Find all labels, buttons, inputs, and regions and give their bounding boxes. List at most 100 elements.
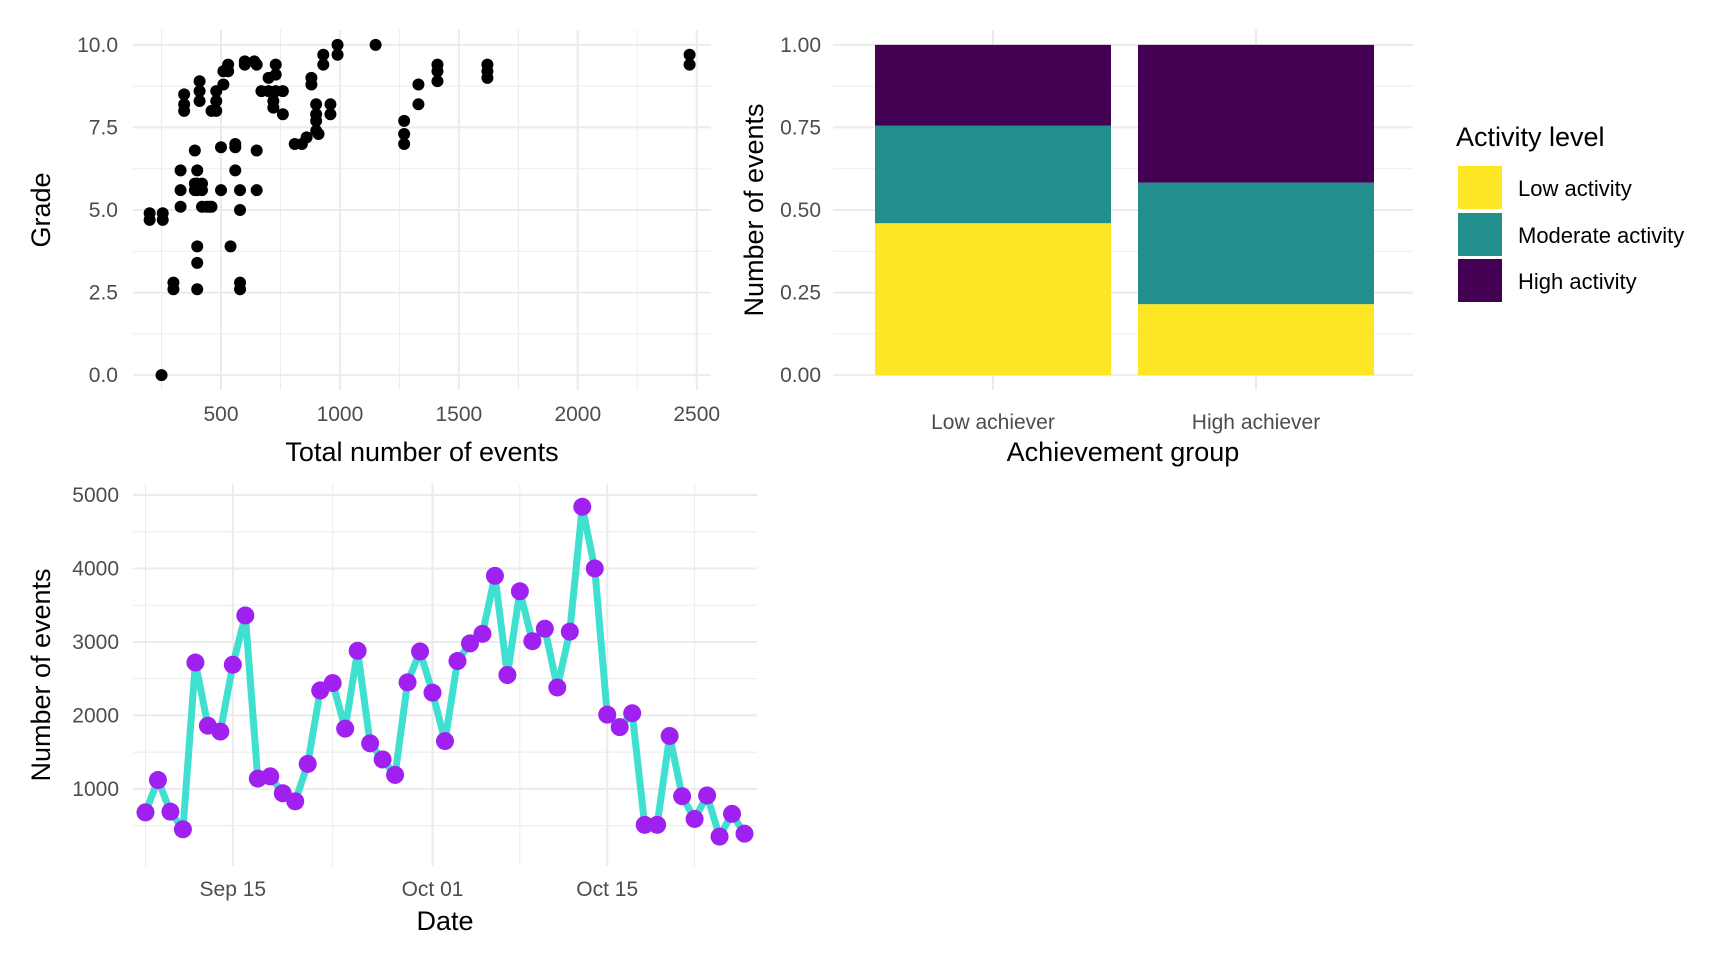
legend-label: High activity [1518, 269, 1637, 294]
data-point [267, 101, 280, 114]
y-tick-label: 5.0 [89, 199, 118, 222]
data-point [305, 78, 318, 91]
data-point [178, 104, 191, 117]
data-point [683, 48, 696, 61]
data-point [498, 666, 517, 684]
data-point [685, 809, 704, 828]
data-point [698, 786, 717, 805]
bar-segment [1138, 182, 1374, 305]
data-point [398, 137, 411, 150]
data-point [210, 95, 223, 108]
stacked-bar-panel: 0.00 0.25 0.50 0.75 1.00 Low achiever High ach… [739, 30, 1413, 467]
x-tick-label: Sep 15 [200, 878, 267, 901]
data-point [535, 619, 554, 638]
data-point [710, 827, 729, 846]
data-point [222, 65, 235, 78]
data-point [229, 164, 242, 177]
data-point [224, 240, 237, 253]
data-point [623, 704, 642, 723]
y-axis-title: Grade [26, 172, 56, 247]
line-panel: 1000 2000 3000 4000 5000 Sep 15 Oct 01 Oct 15 Da… [26, 484, 757, 936]
data-point [210, 104, 223, 117]
data-point [269, 58, 282, 71]
data-point [300, 131, 313, 144]
y-tick-label: 5000 [72, 484, 119, 507]
data-point [236, 606, 255, 625]
x-tick-label: 1000 [317, 403, 364, 426]
data-point [161, 802, 180, 821]
legend-label: Low activity [1518, 176, 1632, 201]
data-point [155, 369, 168, 382]
data-point [250, 58, 263, 71]
data-point [373, 750, 392, 769]
y-tick-label: 4000 [72, 557, 119, 580]
data-point [191, 283, 204, 296]
data-point [191, 256, 204, 269]
data-point [673, 787, 692, 806]
y-tick-label: 10.0 [77, 34, 118, 57]
y-axis-title: Number of events [739, 103, 769, 316]
data-point [174, 184, 187, 197]
y-tick-label: 1000 [72, 778, 119, 801]
data-point [173, 820, 192, 839]
x-tick-label: 500 [203, 403, 238, 426]
y-tick-label: 2000 [72, 704, 119, 727]
data-point [312, 128, 325, 141]
data-point [188, 144, 201, 157]
data-point [523, 632, 542, 651]
y-tick-label: 0.00 [780, 364, 821, 387]
legend: Activity level Low activity Moderate activ… [1456, 122, 1684, 302]
data-point [598, 705, 617, 724]
data-point [186, 653, 205, 672]
y-tick-label: 0.25 [780, 282, 821, 305]
x-tick-label: Low achiever [931, 411, 1055, 434]
data-point [436, 732, 454, 751]
bar-segment [875, 125, 1111, 224]
data-point [331, 48, 344, 61]
y-tick-label: 1.00 [780, 34, 821, 57]
data-point [191, 164, 204, 177]
data-point [735, 824, 754, 843]
data-point [573, 497, 592, 516]
data-point [193, 95, 206, 108]
data-point [510, 582, 529, 601]
x-tick-label: 2000 [554, 403, 601, 426]
y-tick-label: 0.0 [89, 364, 118, 387]
data-point [648, 815, 667, 834]
bar-segment [875, 44, 1111, 126]
data-point [398, 128, 411, 141]
data-point [215, 141, 228, 154]
y-axis-title: Number of events [26, 568, 56, 781]
x-axis-title: Achievement group [1007, 437, 1240, 467]
data-point [217, 78, 230, 91]
data-point [485, 566, 504, 585]
data-point [386, 765, 405, 784]
data-point [317, 58, 330, 71]
data-point [412, 98, 425, 111]
data-point [148, 771, 167, 790]
data-point [460, 634, 479, 653]
data-point [174, 200, 187, 213]
data-point [250, 144, 263, 157]
data-point [286, 792, 305, 811]
data-point [250, 184, 263, 197]
legend-label: Moderate activity [1518, 223, 1684, 248]
data-point [431, 75, 444, 88]
data-point [310, 98, 323, 111]
data-point [191, 240, 204, 253]
data-point [317, 48, 330, 61]
data-point [585, 559, 604, 578]
data-point [261, 767, 280, 786]
data-point [205, 200, 218, 213]
data-point [234, 283, 247, 296]
data-point [411, 642, 430, 661]
data-point [660, 726, 679, 745]
data-point [215, 184, 228, 197]
legend-swatch [1458, 166, 1502, 209]
data-point [412, 78, 425, 91]
data-point [195, 184, 208, 197]
data-point [431, 65, 444, 78]
data-point [156, 213, 169, 226]
data-point [234, 184, 247, 197]
